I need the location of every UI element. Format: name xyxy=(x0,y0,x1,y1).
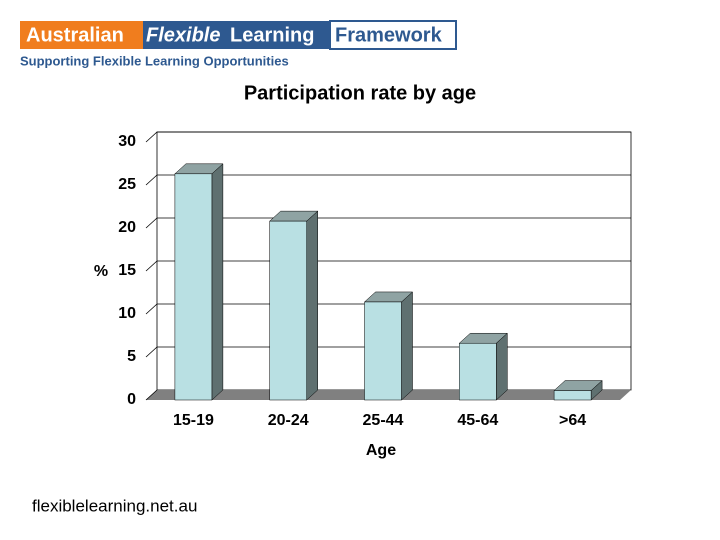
logo-text: Learning xyxy=(230,24,314,46)
bar-side xyxy=(306,210,318,401)
y-tick-label: 10 xyxy=(118,305,136,322)
bar xyxy=(174,163,224,401)
bar xyxy=(363,291,414,401)
x-tick-label: 20-24 xyxy=(268,412,309,429)
logo-box xyxy=(329,20,457,50)
tick-mark xyxy=(145,174,158,186)
x-tick-label: 15-19 xyxy=(173,412,214,429)
tagline: Supporting Flexible Learning Opportuniti… xyxy=(20,53,289,68)
y-tick-label: 20 xyxy=(118,219,136,236)
x-axis-label: Age xyxy=(366,442,396,459)
logo-text: Framework xyxy=(335,24,443,46)
tick-mark xyxy=(145,260,158,272)
bar xyxy=(553,379,603,401)
tick-mark xyxy=(145,303,158,315)
tick-mark xyxy=(145,217,158,229)
y-tick-label: 5 xyxy=(127,348,136,365)
bar-side xyxy=(496,332,508,401)
footer-url: flexiblelearning.net.au xyxy=(32,496,197,515)
bar xyxy=(269,210,319,401)
y-tick-label: 25 xyxy=(118,176,136,193)
x-tick-label: >64 xyxy=(559,412,586,429)
logo-text: Flexible xyxy=(146,24,220,46)
bar-side xyxy=(401,291,413,401)
bar-front xyxy=(174,173,213,401)
bar-front xyxy=(269,220,307,401)
tick-mark xyxy=(145,389,158,401)
tick-mark xyxy=(145,131,158,143)
logo-box xyxy=(143,21,330,49)
logo-text: Australian xyxy=(26,24,124,46)
y-tick-label: 15 xyxy=(118,262,136,279)
bar-front xyxy=(459,342,497,401)
x-tick-label: 25-44 xyxy=(363,412,404,429)
y-axis-label: % xyxy=(94,263,108,280)
bar-side xyxy=(211,163,224,401)
chart-title: Participation rate by age xyxy=(244,82,476,104)
bar-front xyxy=(553,390,592,401)
tick-mark xyxy=(145,346,158,358)
logo-box xyxy=(20,21,143,49)
bar-front xyxy=(364,301,402,401)
y-tick-label: 0 xyxy=(127,391,136,408)
bar xyxy=(458,332,508,401)
x-tick-label: 45-64 xyxy=(457,412,498,429)
y-tick-label: 30 xyxy=(118,133,136,150)
